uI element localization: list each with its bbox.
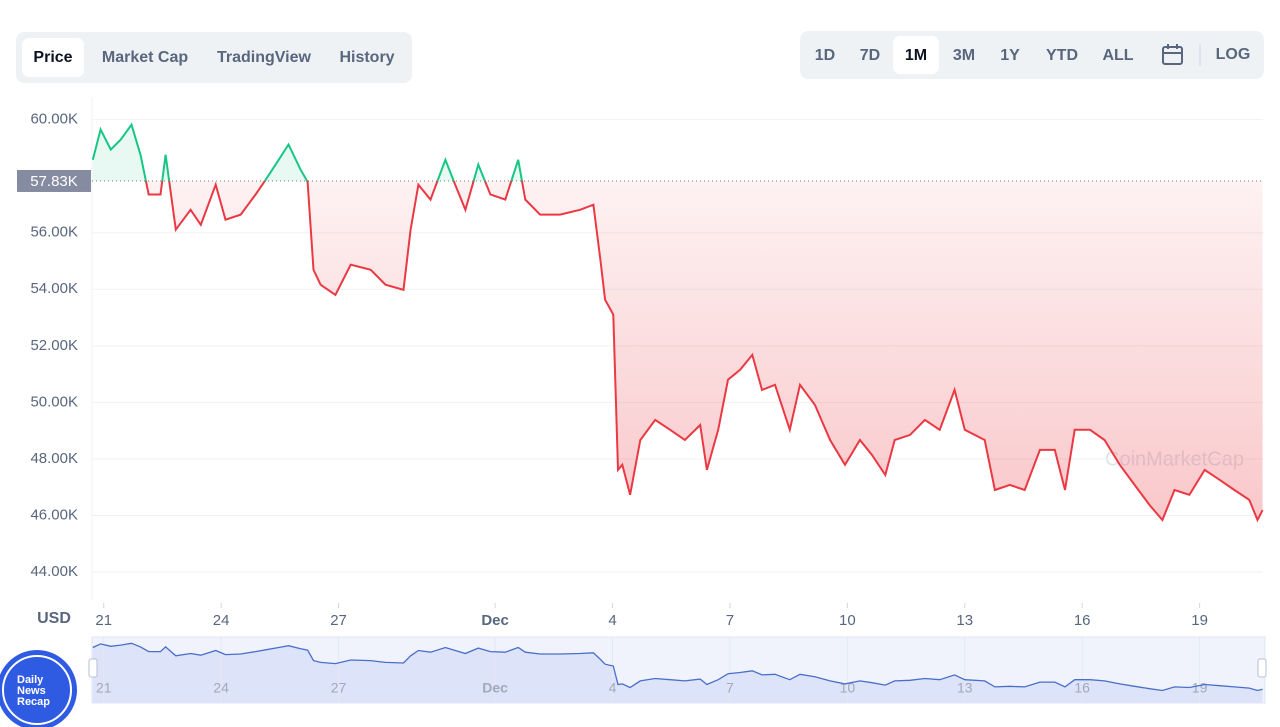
y-tick-label: 52.00K [30,337,78,354]
tab[interactable]: History [339,49,394,66]
x-tick-label: 13 [956,612,973,629]
y-tick-label: 50.00K [30,393,78,410]
calendar-icon[interactable] [1162,44,1183,65]
price-line [144,180,1264,523]
x-tick-label: 24 [213,612,230,629]
range-button[interactable]: 7D [860,47,880,64]
area-down [92,180,1263,520]
active-range [893,36,939,74]
x-tick-label: 27 [330,612,347,629]
range-button[interactable]: 3M [953,47,975,64]
y-tick-label: 60.00K [30,111,78,128]
reference-label-box [17,169,91,192]
tab[interactable]: Price [33,49,72,66]
range-button[interactable]: 1Y [1000,47,1020,64]
logo-text: Daily [17,674,44,686]
x-tick-label: 7 [726,612,734,629]
logo-text: News [17,685,46,697]
range-button[interactable]: 1M [905,47,927,64]
active-tab [22,38,84,77]
y-tick-label: 46.00K [30,506,78,523]
currency-label: USD [37,610,71,627]
y-tick-label: 44.00K [30,563,78,580]
x-tick-label: 10 [839,612,856,629]
navigator-tick-label: 21 [96,680,112,696]
tab-bar [16,32,412,83]
tab[interactable]: Market Cap [102,49,188,66]
navigator-tick-label: 7 [726,680,734,696]
log-button[interactable]: LOG [1216,46,1251,63]
navigator-tick-label: 4 [609,680,617,696]
navigator-tick-label: 19 [1192,680,1208,696]
x-tick-label: Dec [481,612,509,629]
navigator-line [92,642,1263,692]
x-tick-label: 4 [608,612,616,629]
x-tick-label: 16 [1074,612,1091,629]
navigator-handle[interactable] [88,658,98,678]
reference-label: 57.83K [30,173,78,190]
range-button[interactable]: ALL [1102,47,1133,64]
logo-text: Recap [17,696,50,708]
navigator-handle[interactable] [1257,658,1267,678]
navigator-tick-label: 13 [957,680,973,696]
price-line-up [92,122,523,181]
x-tick-label: 21 [95,612,112,629]
tab[interactable]: TradingView [217,49,312,66]
y-tick-label: 48.00K [30,450,78,467]
navigator-area [92,643,1263,703]
y-tick-label: 54.00K [30,280,78,297]
y-tick-label: 56.00K [30,224,78,241]
navigator-tick-label: 24 [213,680,229,696]
range-button[interactable]: YTD [1046,47,1078,64]
range-button[interactable]: 1D [815,47,835,64]
logo: Daily News Recap [0,650,77,727]
navigator-tick-label: 16 [1074,680,1090,696]
navigator-tick-label: Dec [482,680,508,696]
area-up [92,124,522,181]
x-tick-label: 19 [1191,612,1208,629]
navigator-tick-label: 27 [331,680,347,696]
